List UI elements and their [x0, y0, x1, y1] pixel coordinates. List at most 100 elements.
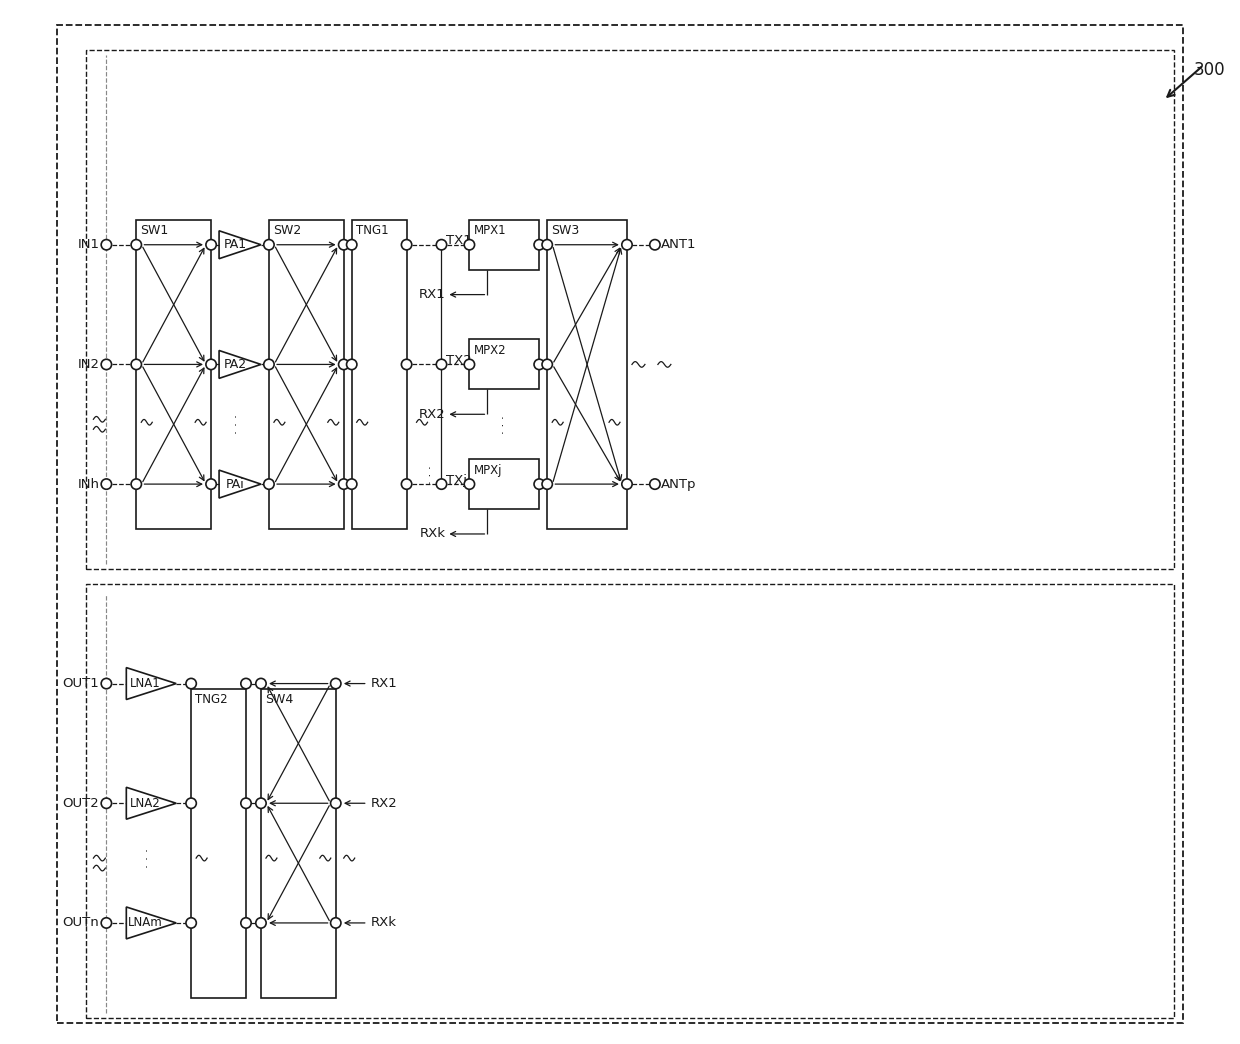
Text: OUT2: OUT2 [63, 797, 99, 810]
Text: SW4: SW4 [265, 693, 293, 706]
Circle shape [339, 479, 348, 490]
Text: TNG1: TNG1 [356, 224, 388, 237]
Text: RXk: RXk [419, 527, 445, 541]
Circle shape [436, 359, 446, 370]
Circle shape [186, 798, 196, 808]
Text: SW3: SW3 [552, 224, 579, 237]
Text: TX2: TX2 [446, 354, 472, 366]
Circle shape [650, 479, 660, 490]
Text: TNG2: TNG2 [195, 693, 228, 706]
Text: RX2: RX2 [419, 408, 445, 421]
Circle shape [621, 479, 632, 490]
Circle shape [346, 359, 357, 370]
Circle shape [102, 679, 112, 689]
Circle shape [186, 679, 196, 689]
Circle shape [436, 239, 446, 250]
Circle shape [534, 239, 544, 250]
Circle shape [542, 359, 552, 370]
Circle shape [464, 479, 475, 490]
Circle shape [331, 679, 341, 689]
Circle shape [464, 359, 475, 370]
Text: OUT1: OUT1 [63, 678, 99, 690]
Circle shape [621, 239, 632, 250]
Bar [260, 689, 336, 998]
Circle shape [331, 798, 341, 808]
Text: · · ·: · · · [497, 414, 511, 433]
Text: ANT1: ANT1 [661, 238, 697, 252]
Bar [87, 584, 1173, 1018]
Text: · · ·: · · · [232, 414, 244, 434]
Circle shape [102, 798, 112, 808]
Circle shape [264, 479, 274, 490]
Text: LNA1: LNA1 [130, 678, 161, 690]
Circle shape [650, 239, 660, 250]
Circle shape [542, 479, 552, 490]
Circle shape [255, 679, 267, 689]
Circle shape [402, 239, 412, 250]
Circle shape [464, 239, 475, 250]
Circle shape [255, 798, 267, 808]
Bar [547, 220, 627, 529]
Text: IN1: IN1 [77, 238, 99, 252]
Circle shape [346, 479, 357, 490]
Text: TX1: TX1 [446, 234, 472, 247]
Circle shape [131, 479, 141, 490]
Circle shape [534, 479, 544, 490]
Circle shape [264, 239, 274, 250]
Text: MPXj: MPXj [474, 464, 502, 477]
Circle shape [331, 918, 341, 928]
Circle shape [206, 479, 216, 490]
Bar [470, 220, 539, 269]
Bar [87, 50, 1173, 569]
Text: IN2: IN2 [77, 358, 99, 371]
Text: PA2: PA2 [223, 358, 247, 371]
Circle shape [102, 479, 112, 490]
Text: RXk: RXk [371, 917, 397, 929]
Circle shape [102, 918, 112, 928]
Text: RX1: RX1 [419, 288, 445, 301]
Text: OUTn: OUTn [63, 917, 99, 929]
Text: MPX2: MPX2 [474, 343, 506, 357]
Circle shape [534, 359, 544, 370]
Bar [136, 220, 211, 529]
Circle shape [241, 679, 252, 689]
Circle shape [255, 918, 267, 928]
Text: ANTp: ANTp [661, 477, 697, 491]
Circle shape [346, 239, 357, 250]
Text: INh: INh [77, 477, 99, 491]
Bar [352, 220, 407, 529]
Bar [470, 339, 539, 389]
Text: 300: 300 [1193, 62, 1225, 79]
Text: LNAm: LNAm [128, 917, 162, 929]
Text: · · ·: · · · [143, 848, 155, 869]
Circle shape [131, 239, 141, 250]
Circle shape [102, 359, 112, 370]
Circle shape [402, 359, 412, 370]
Circle shape [186, 918, 196, 928]
Text: RX1: RX1 [371, 678, 397, 690]
Bar [269, 220, 343, 529]
Circle shape [206, 239, 216, 250]
Text: SW2: SW2 [273, 224, 301, 237]
Circle shape [206, 359, 216, 370]
Circle shape [131, 359, 141, 370]
Circle shape [241, 798, 252, 808]
Circle shape [402, 479, 412, 490]
Circle shape [542, 239, 552, 250]
Bar [470, 459, 539, 509]
Circle shape [339, 239, 348, 250]
Bar [191, 689, 246, 998]
Circle shape [241, 918, 252, 928]
Text: LNA2: LNA2 [130, 797, 161, 810]
Text: · · ·: · · · [425, 465, 438, 483]
Text: PAi: PAi [226, 477, 244, 491]
Text: TXj: TXj [446, 474, 467, 487]
Circle shape [339, 359, 348, 370]
Circle shape [264, 359, 274, 370]
Text: MPX1: MPX1 [474, 224, 506, 237]
Text: PA1: PA1 [223, 238, 247, 252]
Text: SW1: SW1 [140, 224, 169, 237]
Circle shape [436, 479, 446, 490]
Text: RX2: RX2 [371, 797, 397, 810]
Circle shape [102, 239, 112, 250]
